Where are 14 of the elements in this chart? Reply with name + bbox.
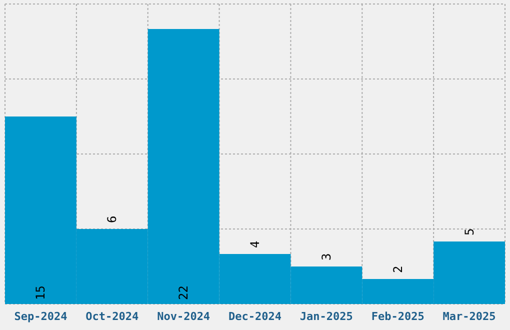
x-tick-label: Dec-2024 xyxy=(228,310,282,323)
x-tick-label: Oct-2024 xyxy=(86,310,140,323)
data-label: 22 xyxy=(176,286,191,300)
data-label: 2 xyxy=(390,266,405,273)
x-tick-label: Jan-2025 xyxy=(300,310,353,323)
x-tick-label: Sep-2024 xyxy=(14,310,68,323)
data-label: 4 xyxy=(248,240,262,248)
x-tick-label: Nov-2024 xyxy=(157,310,210,323)
data-label: 5 xyxy=(462,228,476,236)
x-tick-label: Feb-2025 xyxy=(371,310,424,323)
data-label: 3 xyxy=(319,253,334,260)
data-label: 15 xyxy=(34,286,48,300)
data-label: 6 xyxy=(105,216,120,223)
x-tick-label: Mar-2025 xyxy=(442,310,496,323)
